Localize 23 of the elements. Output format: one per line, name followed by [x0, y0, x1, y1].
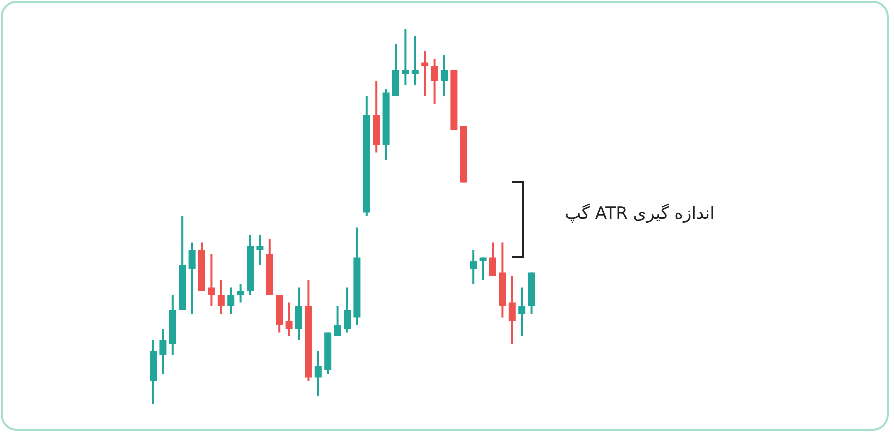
candlestick — [422, 50, 429, 98]
candlestick — [208, 253, 216, 308]
candlestick — [334, 306, 342, 338]
candlestick — [228, 286, 235, 315]
candlestick — [470, 249, 478, 285]
candlestick — [188, 242, 196, 315]
candlestick — [480, 256, 487, 282]
candlestick — [431, 58, 438, 105]
candlestick — [237, 283, 244, 304]
candlestick — [160, 328, 167, 375]
candlestick — [344, 286, 351, 334]
candlestick — [508, 276, 516, 345]
candlestick — [256, 234, 264, 266]
candlestick — [490, 242, 496, 278]
candlestick — [218, 279, 225, 315]
candlestick — [518, 286, 526, 338]
candlestick — [412, 36, 419, 86]
candlestick — [296, 286, 302, 342]
candlestick — [286, 302, 293, 338]
candlestick — [402, 29, 410, 86]
candlestick — [441, 54, 448, 98]
candlestick — [314, 350, 322, 398]
text: اندازه گیری ATR گپ — [564, 204, 716, 224]
